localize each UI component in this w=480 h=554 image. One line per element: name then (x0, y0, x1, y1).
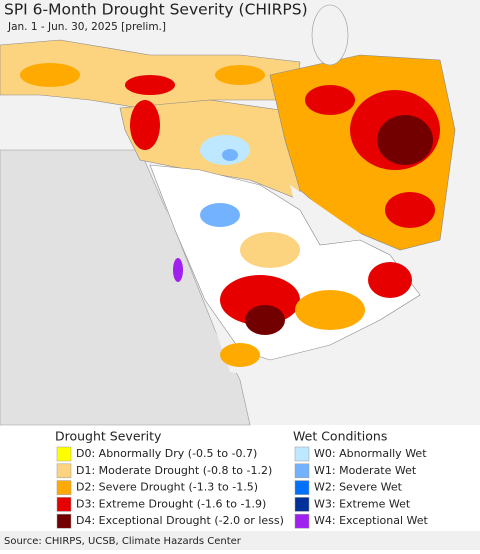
legend-label: D3: Extreme Drought (-1.6 to -1.9) (76, 497, 266, 510)
legend-label: W3: Extreme Wet (314, 497, 411, 510)
map-title: SPI 6-Month Drought Severity (CHIRPS) (4, 1, 308, 19)
legend-swatch (56, 497, 72, 512)
legend-label: W2: Severe Wet (314, 481, 403, 494)
legend: Drought Severity Wet Conditions D0: Abno… (55, 429, 429, 529)
legend-label: W1: Moderate Wet (314, 464, 417, 477)
legend-label: D0: Abnormally Dry (-0.5 to -0.7) (76, 447, 257, 460)
legend-heading: Wet Conditions (293, 429, 387, 444)
footer-bar (0, 531, 480, 550)
legend-swatch (294, 513, 310, 529)
legend-label: W4: Exceptional Wet (314, 514, 429, 527)
legend-label: D2: Severe Drought (-1.3 to -1.5) (76, 481, 258, 494)
legend-swatch (294, 497, 310, 512)
legend-label: W0: Abnormally Wet (314, 447, 427, 460)
map (0, 0, 480, 426)
legend-swatch (56, 463, 72, 479)
legend-heading: Drought Severity (55, 429, 162, 444)
legend-swatch (56, 480, 72, 495)
legend-swatch (56, 513, 72, 529)
legend-swatch (56, 446, 72, 462)
source-note: Source: CHIRPS, UCSB, Climate Hazards Ce… (4, 536, 242, 547)
legend-label: D1: Moderate Drought (-0.8 to -1.2) (76, 464, 272, 477)
legend-swatch (294, 463, 310, 479)
legend-swatch (294, 480, 310, 495)
legend-label: D4: Exceptional Drought (-2.0 or less) (76, 514, 284, 527)
legend-swatch (294, 446, 310, 462)
map-subtitle: Jan. 1 - Jun. 30, 2025 [prelim.] (7, 21, 166, 33)
